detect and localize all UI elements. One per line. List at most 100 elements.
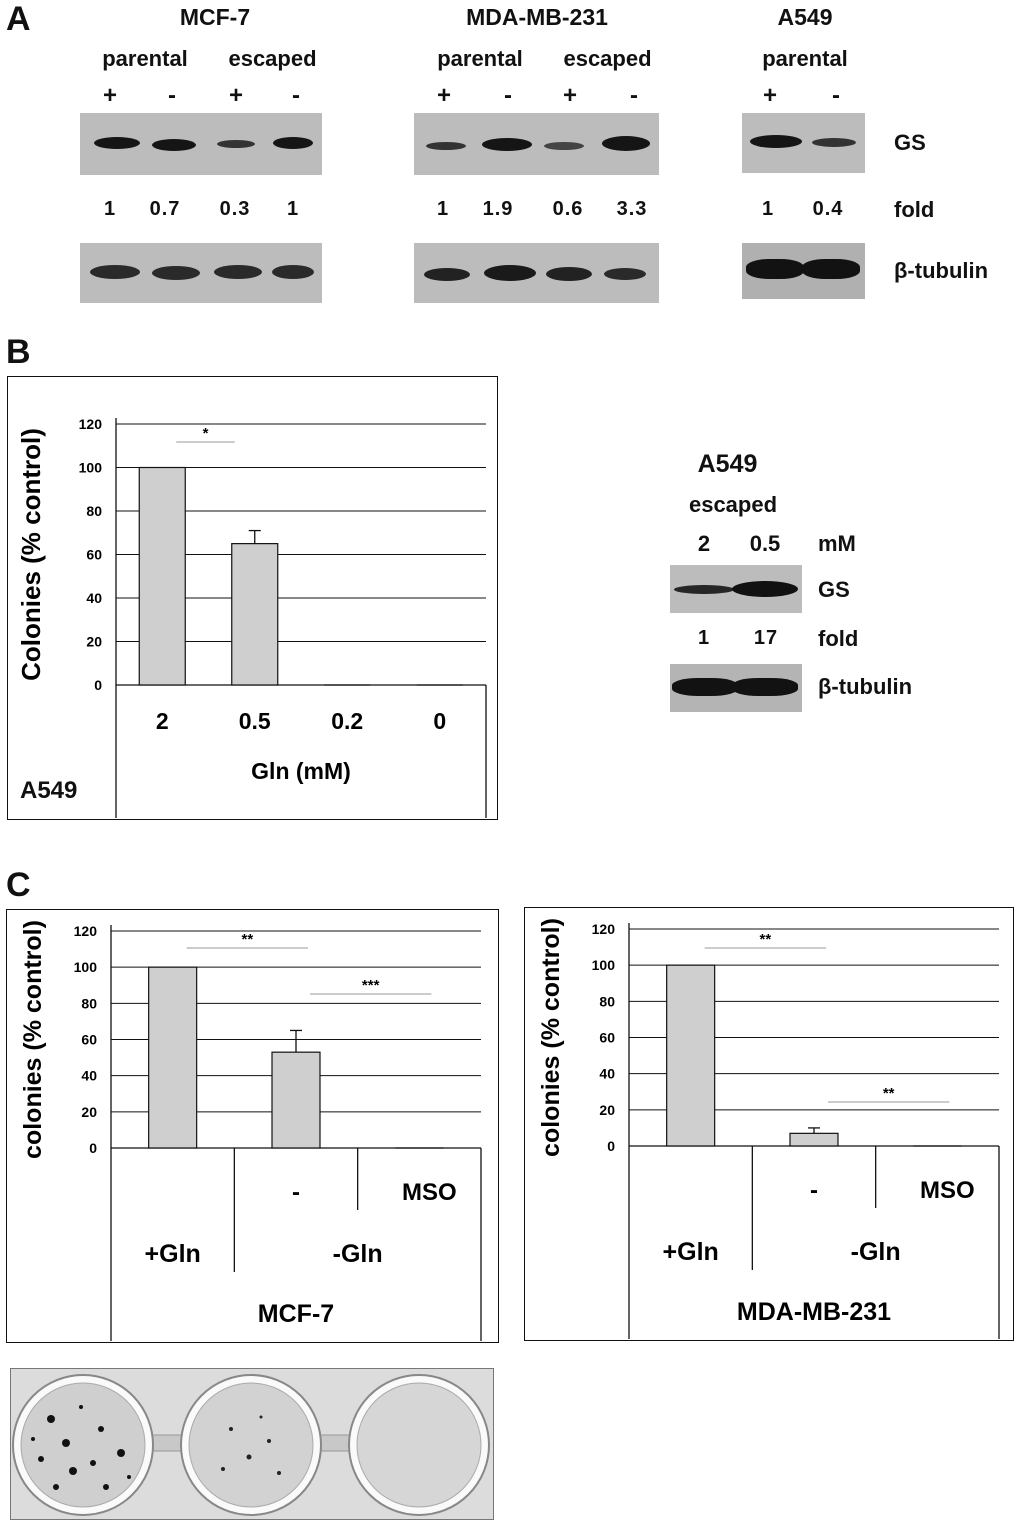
y-tick-label: 20	[86, 634, 102, 650]
panel-b-letter: B	[6, 333, 31, 371]
y-tick-label: 60	[599, 1030, 615, 1046]
row-label-tubulin: β-tubulin	[894, 258, 989, 283]
inset-fold-1: 1	[697, 627, 711, 649]
inset-lane-2: 0.5	[749, 531, 781, 556]
mcf7-fold-2: 0.7	[149, 198, 181, 220]
bar	[666, 964, 716, 1147]
mda-lane-1: +	[436, 82, 451, 109]
mcf7-lane-2: -	[168, 82, 176, 109]
inset-fold-2: 17	[753, 627, 779, 649]
x-tick-label: 0.2	[331, 708, 363, 734]
chart-c2-plot: 0 20 40 60 80 100 120 colonies (% control) ** ** -…	[537, 918, 1000, 1339]
inset-unit: mM	[818, 531, 856, 556]
significance-label: **	[759, 931, 771, 948]
bar	[271, 1051, 321, 1149]
a549-parental-label: parental	[762, 46, 848, 71]
inset-title: A549	[697, 450, 758, 478]
bar	[789, 1132, 839, 1147]
mcf7-lane-1: +	[102, 82, 117, 109]
inset-row-gs: GS	[818, 577, 850, 602]
mda-tubulin-blot	[414, 243, 659, 303]
chart-b-frame: 0 20 40 60 80 100 120 Colonies (% control) * 2 0.5…	[7, 376, 498, 820]
x-group-label: -Gln	[333, 1240, 383, 1268]
significance-label: **	[883, 1085, 895, 1102]
a549-tubulin-blot	[742, 243, 865, 299]
mcf7-title: MCF-7	[179, 4, 251, 30]
a549-title: A549	[777, 4, 833, 30]
y-tick-label: 40	[81, 1068, 97, 1084]
row-label-fold: fold	[894, 197, 935, 222]
significance-label: ***	[362, 977, 380, 994]
colony-plates-drawing	[11, 1369, 493, 1519]
y-tick-label: 80	[81, 995, 97, 1011]
y-tick-label: 0	[94, 677, 102, 693]
y-tick-label: 100	[74, 959, 98, 975]
panel-a-letter: A	[6, 0, 31, 38]
inset-row-tubulin: β-tubulin	[818, 674, 913, 699]
y-tick-label: 20	[81, 1104, 97, 1120]
mda-lane-3: +	[562, 82, 577, 109]
x-subcategory-label: -	[810, 1177, 818, 1204]
inset-lane-1: 2	[697, 531, 711, 556]
y-tick-label: 120	[79, 416, 103, 432]
mcf7-lane-3: +	[228, 82, 243, 109]
mcf7-fold-3: 0.3	[219, 198, 251, 220]
mda-title: MDA-MB-231	[466, 4, 608, 30]
chart-c2-frame: 0 20 40 60 80 100 120 colonies (% control) ** ** -…	[524, 907, 1014, 1341]
x-axis-label: MDA-MB-231	[737, 1298, 891, 1326]
mcf7-parental-label: parental	[102, 46, 188, 71]
mda-gs-blot	[414, 113, 659, 175]
mda-escaped-label: escaped	[563, 46, 652, 71]
bar	[148, 966, 198, 1149]
y-tick-label: 20	[599, 1102, 615, 1118]
y-tick-label: 80	[599, 993, 615, 1009]
inset-gs-blot	[670, 565, 802, 613]
x-subcategory-label: -	[292, 1179, 300, 1206]
panel-c-letter: C	[6, 866, 31, 904]
bar	[138, 466, 186, 686]
x-tick-label: 0	[433, 708, 446, 734]
chart-c1-frame: 0 20 40 60 80 100 120 colonies (% control) ** ***…	[6, 909, 499, 1343]
y-tick-label: 0	[89, 1140, 97, 1156]
x-group-label: -Gln	[851, 1238, 901, 1266]
x-tick-label: 2	[156, 708, 169, 734]
mcf7-tubulin-blot	[80, 243, 322, 303]
y-tick-label: 60	[86, 547, 102, 563]
mcf7-escaped-label: escaped	[228, 46, 317, 71]
x-tick-label: +Gln	[663, 1238, 719, 1266]
y-tick-label: 40	[86, 590, 102, 606]
chart-b-corner-label: A549	[20, 777, 78, 804]
y-axis-label: colonies (% control)	[19, 920, 47, 1159]
inset-tubulin-blot	[670, 664, 802, 712]
a549-fold-2: 0.4	[812, 198, 844, 220]
mda-lane-4: -	[630, 82, 638, 109]
significance-label: **	[241, 931, 253, 948]
significance-label: *	[203, 425, 209, 442]
inset-subtitle: escaped	[688, 492, 778, 517]
y-tick-label: 120	[74, 923, 98, 939]
x-axis-label: MCF-7	[258, 1300, 334, 1328]
a549-fold-1: 1	[761, 198, 775, 220]
a549-lane-1: +	[762, 82, 777, 109]
inset-row-fold: fold	[818, 626, 859, 651]
a549-lane-2: -	[832, 82, 840, 109]
a549-gs-blot	[742, 113, 865, 173]
mda-fold-3: 0.6	[552, 198, 584, 220]
mda-lane-2: -	[504, 82, 512, 109]
bar	[231, 543, 279, 686]
y-tick-label: 40	[599, 1066, 615, 1082]
y-axis-label: colonies (% control)	[537, 918, 565, 1157]
y-tick-label: 0	[607, 1138, 615, 1154]
x-axis-label: Gln (mM)	[251, 758, 351, 784]
x-subcategory-label: MSO	[402, 1179, 457, 1206]
chart-b-plot: 0 20 40 60 80 100 120 Colonies (% control) * 2 0.5…	[16, 416, 487, 818]
mcf7-fold-4: 1	[286, 198, 300, 220]
y-tick-label: 100	[79, 460, 103, 476]
mda-fold-2: 1.9	[482, 198, 514, 220]
mda-fold-1: 1	[436, 198, 450, 220]
y-tick-label: 120	[592, 921, 616, 937]
y-tick-label: 60	[81, 1032, 97, 1048]
colony-plates-photo	[10, 1368, 494, 1520]
y-tick-label: 100	[592, 957, 616, 973]
